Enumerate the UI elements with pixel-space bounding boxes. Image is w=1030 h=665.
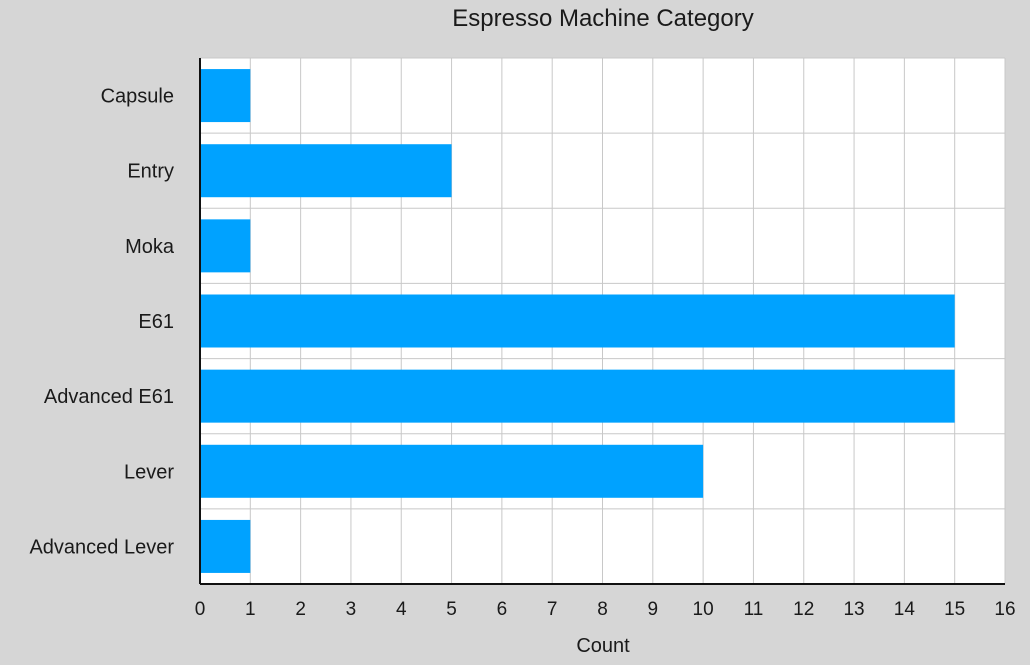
x-tick-labels: 0 1 2 3 4 5 6 7 8 9 10 11 12 13 14 15 16 — [195, 599, 1016, 620]
category-label-lever: Lever — [124, 461, 174, 483]
x-axis-label: Count — [576, 635, 630, 657]
bar-capsule — [200, 69, 251, 123]
x-tick-label: 13 — [843, 599, 864, 620]
x-tick-label: 1 — [245, 599, 256, 620]
bar-entry — [200, 144, 452, 198]
category-label-advanced-e61: Advanced E61 — [44, 386, 174, 408]
x-tick-label: 16 — [994, 599, 1015, 620]
x-tick-label: 0 — [195, 599, 206, 620]
x-tick-label: 7 — [547, 599, 558, 620]
category-label-advanced-lever: Advanced Lever — [29, 536, 174, 558]
bar-lever — [200, 444, 704, 498]
category-label-capsule: Capsule — [101, 86, 174, 108]
x-tick-label: 15 — [944, 599, 965, 620]
chart-title: Espresso Machine Category — [452, 5, 753, 32]
x-tick-label: 12 — [793, 599, 814, 620]
x-tick-label: 10 — [693, 599, 714, 620]
x-tick-label: 5 — [446, 599, 457, 620]
category-label-moka: Moka — [125, 236, 175, 258]
x-tick-label: 9 — [648, 599, 659, 620]
bar-moka — [200, 219, 251, 273]
bar-e61 — [200, 294, 955, 348]
x-tick-label: 4 — [396, 599, 407, 620]
category-label-e61: E61 — [138, 311, 174, 333]
x-tick-label: 3 — [346, 599, 357, 620]
x-tick-label: 11 — [744, 599, 764, 620]
x-tick-label: 2 — [295, 599, 306, 620]
bar-layer — [200, 69, 955, 573]
category-labels: Capsule Entry Moka E61 Advanced E61 Lever Adva… — [29, 86, 174, 559]
x-tick-label: 8 — [597, 599, 608, 620]
x-tick-label: 6 — [497, 599, 508, 620]
bar-advanced-e61 — [200, 369, 955, 423]
category-label-entry: Entry — [127, 161, 174, 183]
bar-advanced-lever — [200, 519, 251, 573]
x-tick-label: 14 — [894, 599, 916, 620]
